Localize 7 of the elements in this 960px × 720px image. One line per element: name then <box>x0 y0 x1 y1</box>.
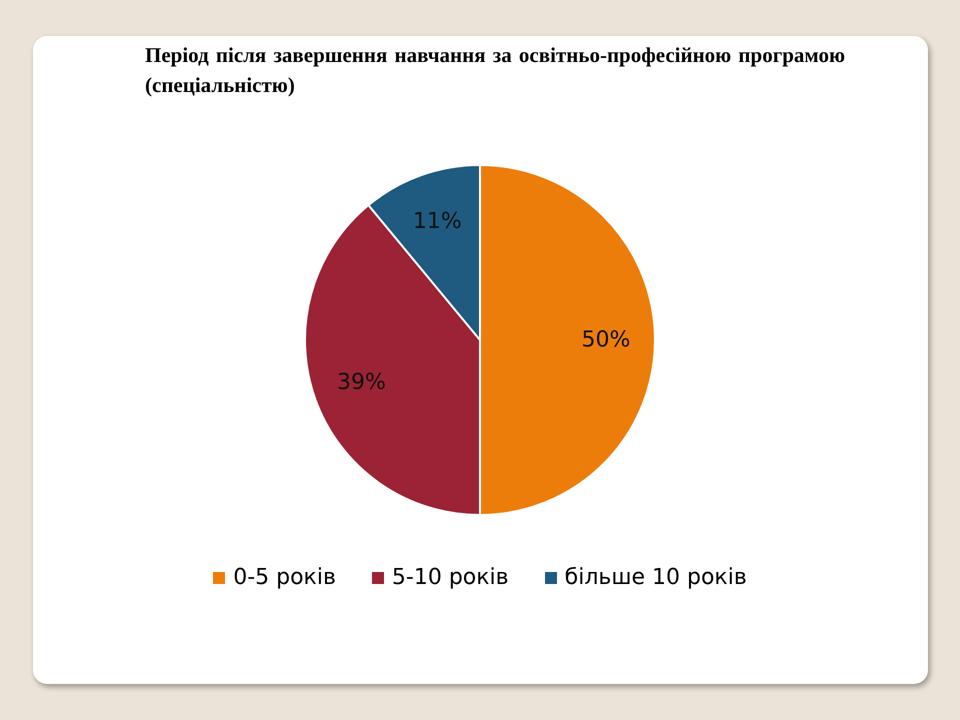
data-label: 11% <box>412 208 462 234</box>
legend-label: більше 10 років <box>564 565 747 590</box>
data-label: 50% <box>582 328 630 352</box>
legend-label: 0-5 років <box>233 565 336 590</box>
chart-title: Період після завершення навчання за освітньо-професійною програмою (спеціальністю) <box>145 42 845 99</box>
data-label: 39% <box>336 370 386 396</box>
legend-label: 5-10 років <box>392 565 509 590</box>
